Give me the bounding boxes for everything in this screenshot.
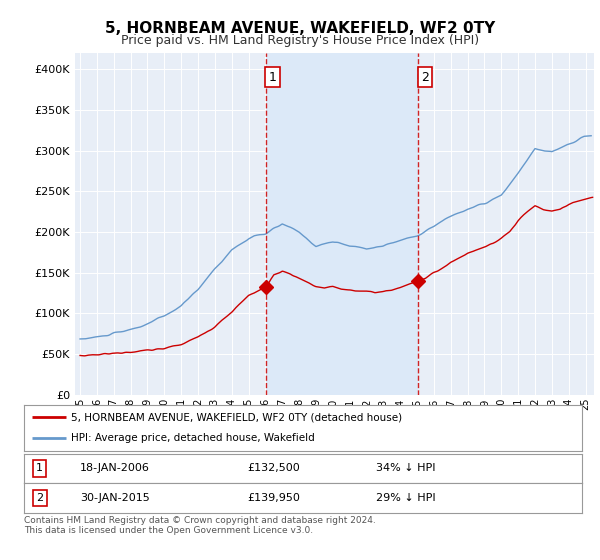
Text: 30-JAN-2015: 30-JAN-2015 (80, 493, 149, 503)
Text: Price paid vs. HM Land Registry's House Price Index (HPI): Price paid vs. HM Land Registry's House … (121, 34, 479, 46)
Text: 5, HORNBEAM AVENUE, WAKEFIELD, WF2 0TY (detached house): 5, HORNBEAM AVENUE, WAKEFIELD, WF2 0TY (… (71, 412, 403, 422)
Text: 2: 2 (36, 493, 43, 503)
Text: Contains HM Land Registry data © Crown copyright and database right 2024.
This d: Contains HM Land Registry data © Crown c… (24, 516, 376, 535)
Text: 29% ↓ HPI: 29% ↓ HPI (376, 493, 435, 503)
Text: 1: 1 (269, 71, 277, 83)
Text: HPI: Average price, detached house, Wakefield: HPI: Average price, detached house, Wake… (71, 433, 315, 444)
Text: £132,500: £132,500 (247, 464, 300, 473)
Text: 34% ↓ HPI: 34% ↓ HPI (376, 464, 435, 473)
Text: 2: 2 (421, 71, 429, 83)
Text: 18-JAN-2006: 18-JAN-2006 (80, 464, 149, 473)
Bar (266, 53, 418, 395)
Text: 5, HORNBEAM AVENUE, WAKEFIELD, WF2 0TY: 5, HORNBEAM AVENUE, WAKEFIELD, WF2 0TY (105, 21, 495, 36)
Text: £139,950: £139,950 (247, 493, 300, 503)
Text: 1: 1 (36, 464, 43, 473)
